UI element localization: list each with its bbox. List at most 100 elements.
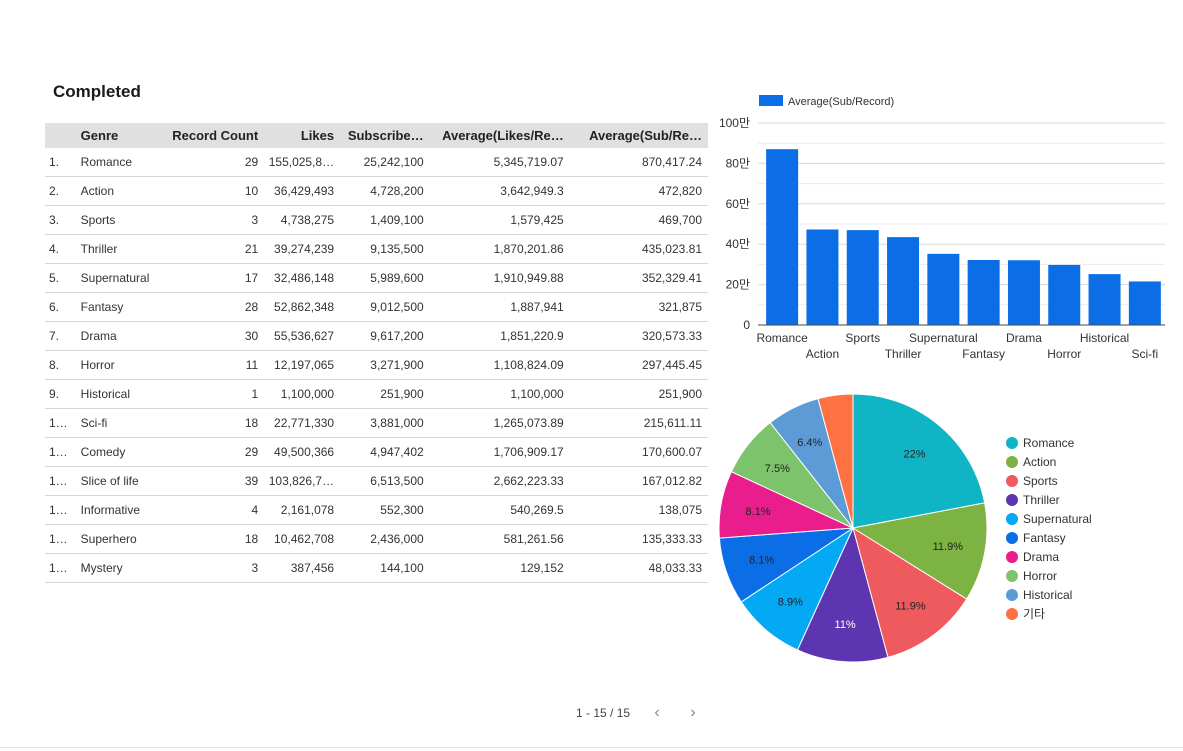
table-cell: 1,887,941 xyxy=(429,292,570,322)
table-cell: 4,738,275 xyxy=(264,205,341,235)
pie-slice xyxy=(852,526,968,658)
y-tick-label: 80만 xyxy=(726,156,750,170)
legend-dot xyxy=(1006,513,1018,525)
table-cell: 352,329.41 xyxy=(569,263,708,293)
table-row: 1… Sci-fi 18 22,771,330 3,881,000 1,265,073.8… xyxy=(45,408,708,438)
bar xyxy=(1048,264,1081,325)
bar xyxy=(806,229,839,325)
table-cell: 1… xyxy=(45,553,77,583)
bar-chart: Average(Sub/Record) 0 20만 40만 60만 80만 100만 Roma… xyxy=(719,95,1165,361)
table-row: 3. Sports 3 4,738,275 1,409,100 1,579,425 469,… xyxy=(45,205,708,235)
table-cell: Slice of life xyxy=(76,466,162,496)
table-cell: 30 xyxy=(161,321,265,351)
table-cell: 8. xyxy=(45,350,77,380)
table-row: 1… Slice of life 39 103,826,7… 6,513,500 2,66… xyxy=(45,466,708,496)
bar xyxy=(1128,281,1161,325)
table-cell: 11 xyxy=(161,350,265,380)
table-row: 2. Action 10 36,429,493 4,728,200 3,642,949.3… xyxy=(45,176,708,206)
table-cell: 1,100,000 xyxy=(429,379,570,409)
table-cell: Comedy xyxy=(76,437,162,467)
pie-chart: 22% 11.9% 11.9% 11% 8.9% 8.1% 8.1% 7.5% 6.4% Roma… xyxy=(718,393,1092,663)
table-cell: 1… xyxy=(45,466,77,496)
table-cell: 1,100,000 xyxy=(264,379,341,409)
table-cell: 251,900 xyxy=(569,379,708,409)
table-cell: 251,900 xyxy=(340,379,430,409)
x-tick-label: Action xyxy=(806,347,839,361)
table-cell: 103,826,7… xyxy=(264,466,341,496)
column-header[interactable]: Average(Likes/Re… xyxy=(429,123,570,148)
table-cell: 3 xyxy=(161,205,265,235)
x-tick-label: Sci-fi xyxy=(1132,347,1159,361)
table-cell: 9. xyxy=(45,379,77,409)
y-tick-label: 100만 xyxy=(719,116,750,130)
slice-label: 8.1% xyxy=(746,506,771,518)
table-cell: 1… xyxy=(45,524,77,554)
column-header[interactable]: Likes xyxy=(264,123,341,148)
pie-slice xyxy=(851,502,988,600)
pie-slice xyxy=(817,393,854,529)
slice-label: 6.4% xyxy=(797,437,822,449)
x-tick-label: Horror xyxy=(1047,347,1081,361)
x-tick-label: Fantasy xyxy=(962,347,1005,361)
table-cell: 9,012,500 xyxy=(340,292,430,322)
slice-label: 8.1% xyxy=(749,554,774,566)
table-cell: 10,462,708 xyxy=(264,524,341,554)
next-page-button[interactable]: › xyxy=(683,703,703,723)
table-cell: 321,875 xyxy=(569,292,708,322)
table-cell: 6. xyxy=(45,292,77,322)
column-header[interactable]: Average(Sub/Re… xyxy=(569,123,708,148)
pagination-label: 1 - 15 / 15 xyxy=(576,706,631,720)
table-cell: Sports xyxy=(76,205,162,235)
y-tick-label: 0 xyxy=(743,318,750,332)
table-row: 8. Horror 11 12,197,065 3,271,900 1,108,824.0… xyxy=(45,350,708,380)
prev-page-button[interactable]: ‹ xyxy=(647,703,667,723)
legend-dot xyxy=(1006,475,1018,487)
table-cell: 1,870,201.86 xyxy=(429,234,570,264)
slice-label: 11% xyxy=(835,619,856,631)
slice-label: 7.5% xyxy=(765,463,790,475)
column-header[interactable]: Genre xyxy=(76,123,162,148)
table-cell: Informative xyxy=(76,495,162,525)
table-row: 7. Drama 30 55,536,627 9,617,200 1,851,220.9 3… xyxy=(45,321,708,351)
table-cell: Thriller xyxy=(76,234,162,264)
legend-label: Historical xyxy=(1023,588,1072,602)
table-cell: 21 xyxy=(161,234,265,264)
table-cell: 1,579,425 xyxy=(429,205,570,235)
table-cell: 1,851,220.9 xyxy=(429,321,570,351)
slice-label: 11.9% xyxy=(933,541,964,553)
legend-dot xyxy=(1006,570,1018,582)
table-cell: 170,600.07 xyxy=(569,437,708,467)
table-cell: 129,152 xyxy=(429,553,570,583)
data-table: Genre Record Count Likes Subscribe… Average(… xyxy=(45,123,708,583)
table-cell: 138,075 xyxy=(569,495,708,525)
table-cell: 3. xyxy=(45,205,77,235)
table-cell: 22,771,330 xyxy=(264,408,341,438)
legend-dot xyxy=(1006,589,1018,601)
table-cell: 28 xyxy=(161,292,265,322)
table-cell: 4 xyxy=(161,495,265,525)
table-cell: 144,100 xyxy=(340,553,430,583)
table-cell: 29 xyxy=(161,148,265,177)
table-cell: 29 xyxy=(161,437,265,467)
legend-dot xyxy=(1006,437,1018,449)
legend-swatch xyxy=(759,95,783,106)
column-header[interactable]: Record Count xyxy=(161,123,265,148)
column-header xyxy=(45,123,77,148)
table-cell: 870,417.24 xyxy=(569,148,708,177)
legend-label: Romance xyxy=(1023,436,1075,450)
column-header[interactable]: Subscribe… xyxy=(340,123,430,148)
table-cell: 55,536,627 xyxy=(264,321,341,351)
table-cell: 7. xyxy=(45,321,77,351)
table-cell: 12,197,065 xyxy=(264,350,341,380)
table-cell: 472,820 xyxy=(569,176,708,206)
bar xyxy=(766,149,799,325)
table-body: 1. Romance 29 155,025,8… 25,242,100 5,345,719… xyxy=(45,148,708,583)
table-cell: Superhero xyxy=(76,524,162,554)
table-row: 6. Fantasy 28 52,862,348 9,012,500 1,887,941 3… xyxy=(45,292,708,322)
legend-dot xyxy=(1006,456,1018,468)
table-cell: 552,300 xyxy=(340,495,430,525)
table-cell: Supernatural xyxy=(76,263,162,293)
table-cell: Historical xyxy=(76,379,162,409)
table-cell: 18 xyxy=(161,524,265,554)
x-tick-label: Drama xyxy=(1006,331,1042,345)
